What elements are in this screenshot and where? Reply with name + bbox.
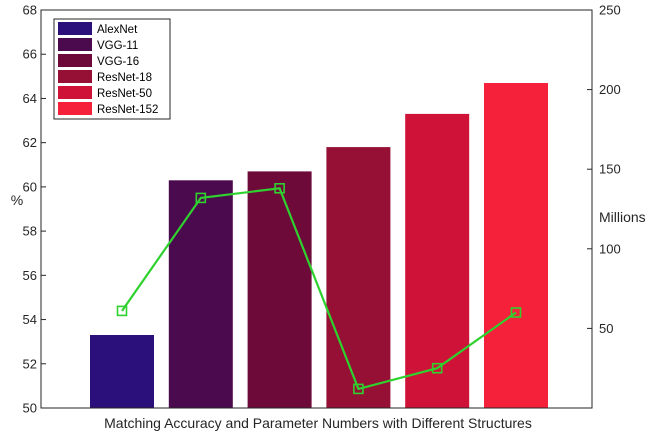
y-tick-label: 58 <box>23 224 37 239</box>
legend-swatch-resnet-152 <box>58 102 92 115</box>
bar-vgg-16 <box>247 171 312 408</box>
y-axis-title: % <box>11 192 23 208</box>
bar-vgg-11 <box>168 180 233 408</box>
line-point-resnet-152 <box>510 307 522 318</box>
legend-swatch-resnet-18 <box>58 70 92 83</box>
y-tick-label: 68 <box>23 3 37 18</box>
y-tick-label: 62 <box>23 135 37 150</box>
y2-tick-label: 150 <box>599 162 621 177</box>
y-tick-label: 50 <box>23 401 37 416</box>
y2-tick-label: 250 <box>599 3 621 18</box>
y-tick-label: 56 <box>23 268 37 283</box>
legend: AlexNet VGG-11 VGG-16 ResNet-18 ResNet-50 Res… <box>53 18 171 120</box>
legend-swatch-resnet-50 <box>58 86 92 99</box>
legend-swatch-alexnet <box>58 22 92 35</box>
bar-resnet-50 <box>405 113 470 409</box>
line-point-vgg-16 <box>274 183 285 194</box>
legend-label-vgg-16: VGG-16 <box>97 56 139 68</box>
y-tick-label: 52 <box>23 356 37 371</box>
bar-alexnet <box>90 335 154 408</box>
line-point-resnet-18 <box>353 383 364 395</box>
legend-label-resnet-18: ResNet-18 <box>97 72 152 84</box>
line-point-alexnet <box>116 305 128 317</box>
legend-label-resnet-50: ResNet-50 <box>97 88 152 100</box>
legend-label-alexnet: AlexNet <box>97 24 138 36</box>
legend-swatch-vgg-11 <box>58 38 92 51</box>
y2-tick-label: 100 <box>599 241 621 256</box>
y2-axis-title: Millions <box>599 209 646 225</box>
legend-label-resnet-152: ResNet-152 <box>97 104 158 116</box>
legend-label-vgg-11: VGG-11 <box>97 40 138 52</box>
line-point-vgg-11 <box>195 192 207 204</box>
line-point-resnet-50 <box>431 362 443 374</box>
y-tick-label: 66 <box>23 47 37 62</box>
bar-resnet-152 <box>484 83 548 408</box>
y-tick-label: 54 <box>23 312 37 327</box>
parameter-line <box>121 187 517 391</box>
y-tick-label: 64 <box>23 91 37 106</box>
y-tick-label: 60 <box>23 179 37 194</box>
axes: 50 52 54 56 58 60 62 64 66 68 50 100 150 200 250 <box>23 3 621 416</box>
y2-tick-label: 50 <box>599 321 613 336</box>
legend-swatch-vgg-16 <box>58 54 92 67</box>
plot-area <box>90 83 548 409</box>
y2-tick-label: 200 <box>599 82 621 97</box>
x-axis-title: Matching Accuracy and Parameter Numbers … <box>104 415 532 431</box>
bar-resnet-18 <box>326 147 391 408</box>
plot-frame <box>40 9 593 409</box>
